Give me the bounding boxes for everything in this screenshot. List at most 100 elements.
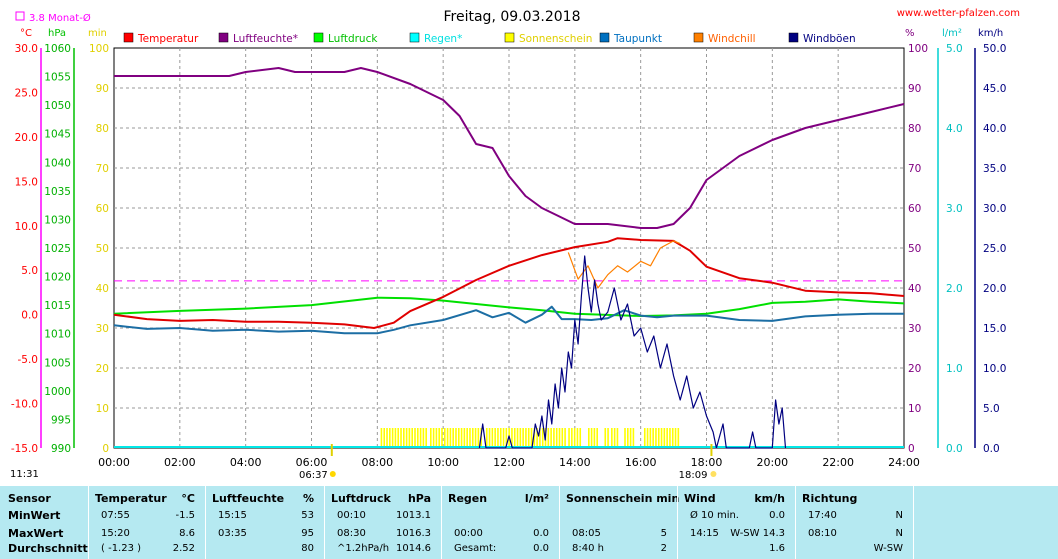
sunshine-bar [607,428,609,448]
rain-tick-label: 0.0 [946,443,963,455]
summary-col-wind: Wind km/h Ø 10 min. 0.0 14:15 W-SW 14.3 1.6 [677,486,795,559]
sunshine-bar [530,428,533,448]
wind-tick-label: 25.0 [983,243,1006,255]
sunshine-bar [663,428,666,448]
pressure-tick-label: 1050 [44,100,71,112]
pressure-tick-label: 990 [51,443,71,455]
sunshine-bar [419,428,422,448]
sunshine-bar [405,428,408,448]
sunshine-bar [655,428,657,448]
summary-time: 08:05 [572,528,601,539]
sun-tick-label: 60 [96,203,109,215]
sunshine-bar [568,428,570,448]
humidity-tick-label: 80 [908,123,921,135]
time-tick-label: 08:00 [361,456,393,469]
temp-tick-label: -5.0 [18,354,39,366]
humidity-tick-label: 10 [908,403,921,415]
pressure-tick-label: 1000 [44,386,71,398]
sun-tick-label: 80 [96,123,109,135]
sunshine-bar [497,428,499,448]
summary-header: Sensor [8,492,51,505]
wind-tick-label: 10.0 [983,363,1006,375]
summary-time: 14:15 [690,528,719,539]
sunshine-bar [505,428,508,448]
source-link[interactable]: www.wetter-pfalzen.com [897,8,1020,19]
summary-row-label: MaxWert [8,527,64,540]
summary-unit: °C [181,492,195,505]
summary-value: 1.6 [769,543,785,554]
legend-swatch [123,32,134,43]
temp-tick-label: 25.0 [15,87,38,99]
summary-header: Richtung [802,492,858,505]
summary-col-sensor: Sensor MinWert MaxWert Durchschnitt [0,486,88,559]
humidity-tick-label: 70 [908,163,921,175]
humidity-tick-label: 0 [908,443,915,455]
summary-col-temperature: Temperatur °C 07:55 -1.5 15:20 8.6 ( -1.23 ) 2.… [88,486,205,559]
sunshine-bar [564,428,566,448]
sunshine-bar [677,428,680,448]
sun-tick-label: 100 [89,43,109,55]
sunshine-bar [449,428,452,448]
summary-header: Sonnenschein min [566,492,680,505]
summary-unit: hPa [407,492,431,505]
legend-swatch [409,32,420,43]
monthly-avg-marker-icon [15,11,25,21]
temp-tick-label: -10.0 [11,399,38,411]
sun-tick-label: 90 [96,83,109,95]
sunshine-bar [652,428,654,448]
sunshine-bar [513,428,516,448]
legend-swatch [788,32,799,43]
legend-label: Luftfeuchte* [233,33,298,45]
summary-value: 95 [301,528,314,539]
sunshine-bar [643,428,646,448]
sunshine-bar [443,428,446,448]
legend-label: Windchill [708,33,756,45]
unit-humidity: % [905,28,915,39]
summary-header: Luftfeuchte [212,492,285,505]
temp-tick-label: 20.0 [15,132,38,144]
sunrise-label: 06:37 [299,470,328,481]
summary-value: W-SW 14.3 [730,528,785,539]
summary-time: 07:55 [101,510,130,521]
humidity-tick-label: 50 [908,243,921,255]
sunshine-bar [590,428,593,448]
temp-tick-label: 10.0 [15,221,38,233]
temp-tick-label: 30.0 [15,43,38,55]
time-tick-label: 20:00 [756,456,788,469]
sunshine-bar [400,428,402,448]
sunshine-bar [502,428,505,448]
summary-value: 1013.1 [396,510,431,521]
sunshine-bar [408,428,411,448]
sunshine-bar [666,428,668,448]
sunshine-bar [596,428,598,448]
legend: Temperatur Luftfeuchte* Luftdruck Regen* Son… [123,32,856,45]
sun-tick-label: 0 [102,443,109,455]
sunshine-bar [632,428,635,448]
summary-col-rain: Regen l/m² 00:00 0.0 Gesamt: 0.0 [441,486,559,559]
sunshine-bar [466,428,468,448]
sunshine-bar [511,428,513,448]
legend-label: Luftdruck [328,33,378,45]
legend-label: Taupunkt [613,33,662,45]
sunshine-bar [491,428,494,448]
sunshine-bar [438,428,440,448]
unit-rain: l/m² [942,28,962,39]
sun-icon [710,471,717,477]
sunshine-bar [525,428,527,448]
monthly-avg-label: 3.8 Monat-Ø [29,12,91,24]
sunshine-bar [616,428,619,448]
sunshine-bar [573,428,576,448]
sunshine-bar [627,428,629,448]
series-line-temperatur [113,237,905,329]
summary-time: Ø 10 min. [690,510,739,521]
pressure-tick-label: 995 [51,414,71,426]
sunshine-bar [488,428,491,448]
summary-value: W-SW [873,543,903,554]
wind-tick-label: 30.0 [983,203,1006,215]
sunshine-bar [669,428,671,448]
sunshine-bar [624,428,626,448]
time-tick-label: 04:00 [230,456,262,469]
summary-row-label: MinWert [8,509,61,522]
time-tick-label: 10:00 [427,456,459,469]
sun-tick-label: 30 [96,323,109,335]
